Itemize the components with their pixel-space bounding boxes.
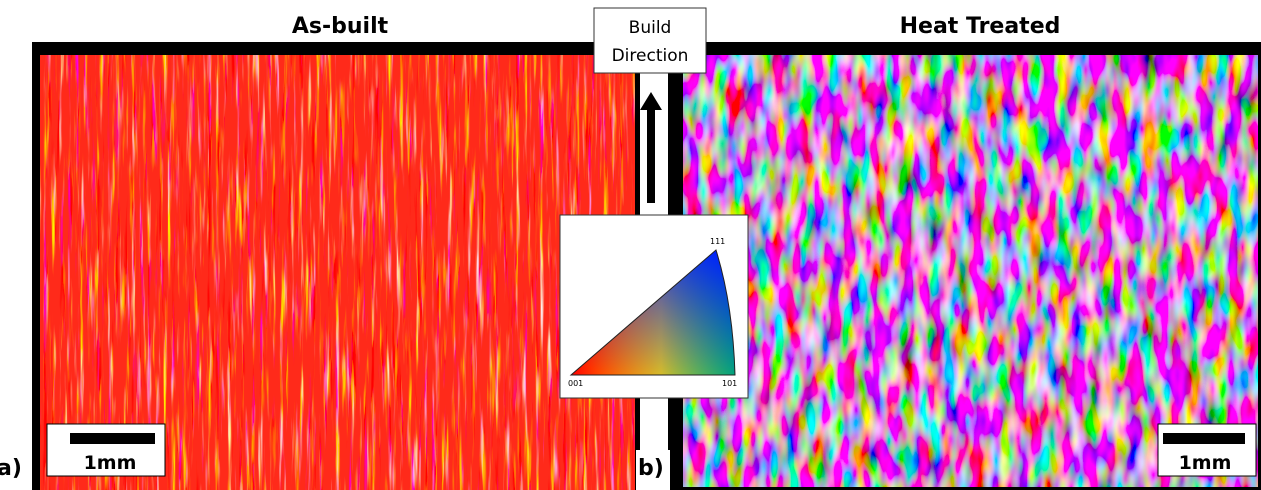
ipf-corner: 101	[722, 379, 737, 388]
scale-bar-label: 1mm	[84, 452, 137, 474]
arrow-shaft	[647, 108, 655, 203]
scale-bar-label: 1mm	[1179, 452, 1232, 474]
ipf-corner: 111	[710, 237, 725, 246]
panel-label: a)	[0, 456, 22, 481]
build-direction-text: Direction	[612, 46, 689, 66]
panel-title: As-built	[292, 14, 389, 39]
panel-title: Heat Treated	[900, 14, 1061, 39]
panel-label: b)	[638, 456, 664, 481]
ipf-corner: 001	[568, 379, 583, 388]
scale-bar	[70, 433, 155, 444]
figure: As-built Heat Treated Build Direction 00…	[0, 0, 1261, 490]
build-direction-text: Build	[629, 18, 672, 38]
arrow-head	[640, 92, 662, 110]
scale-bar	[1163, 433, 1245, 444]
heat-treated-map	[683, 55, 1258, 487]
